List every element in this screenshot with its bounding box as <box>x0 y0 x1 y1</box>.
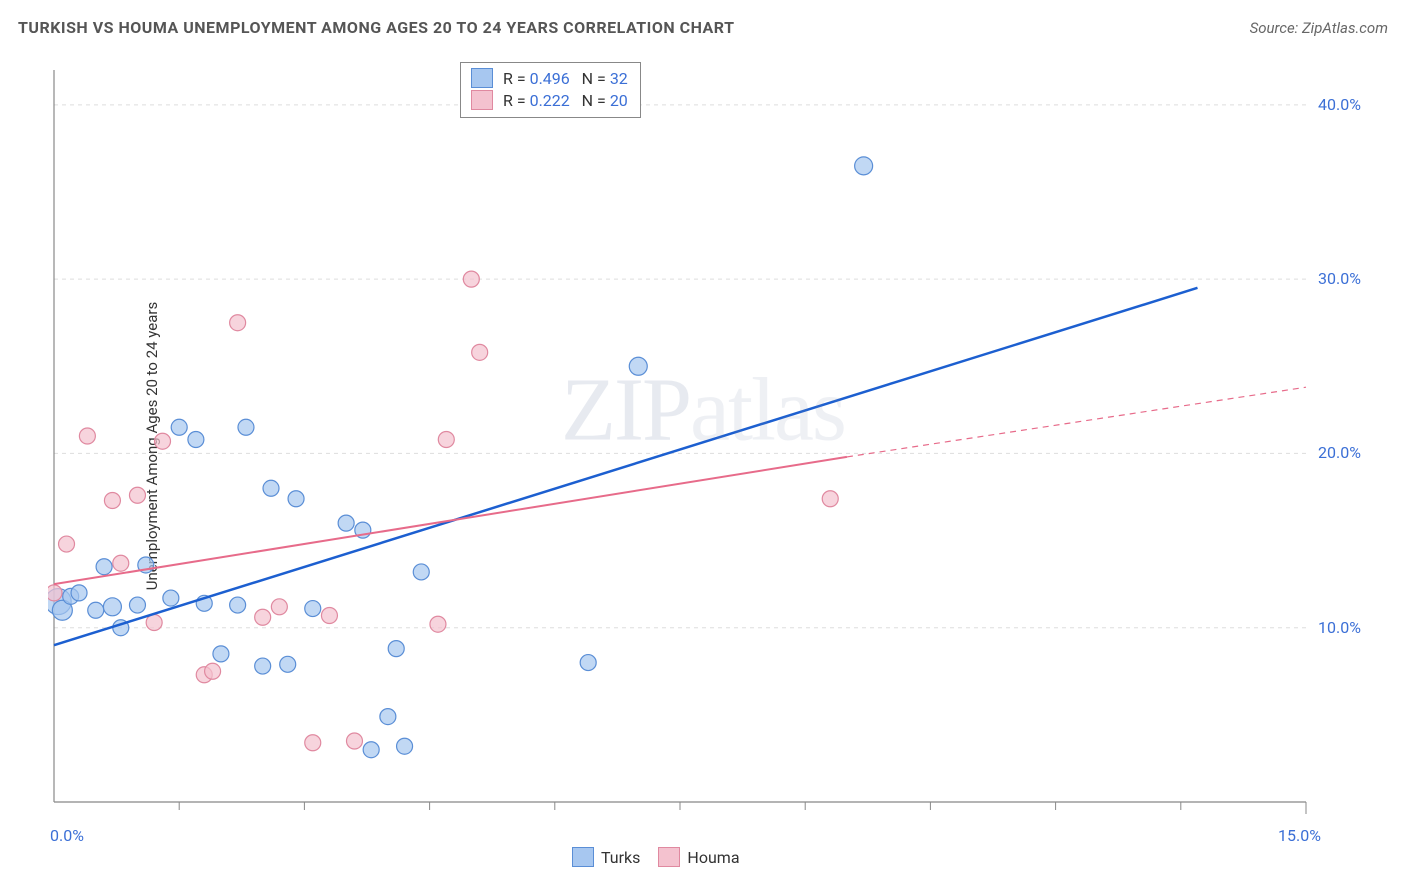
series-legend-item: Houma <box>658 847 739 867</box>
y-tick-label: 30.0% <box>1318 269 1361 288</box>
series-legend: Turks Houma <box>572 847 740 867</box>
x-tick-label: 0.0% <box>50 826 84 845</box>
chart-title: TURKISH VS HOUMA UNEMPLOYMENT AMONG AGES… <box>18 18 735 37</box>
legend-label: Houma <box>687 848 739 867</box>
legend-row: R = 0.222 N = 20 <box>471 89 628 111</box>
x-tick-label: 15.0% <box>1278 826 1321 845</box>
correlation-legend: R = 0.496 N = 32 R = 0.222 N = 20 <box>460 62 641 118</box>
y-tick-label: 40.0% <box>1318 95 1361 114</box>
legend-stat: R = 0.496 N = 32 <box>503 69 628 88</box>
y-tick-label: 20.0% <box>1318 443 1361 462</box>
legend-row: R = 0.496 N = 32 <box>471 67 628 89</box>
legend-swatch <box>471 68 493 88</box>
series-legend-item: Turks <box>572 847 640 867</box>
source-credit: Source: ZipAtlas.com <box>1250 19 1388 37</box>
legend-swatch <box>471 90 493 110</box>
scatter-chart <box>48 60 1386 832</box>
legend-swatch <box>658 847 680 867</box>
legend-swatch <box>572 847 594 867</box>
legend-stat: R = 0.222 N = 20 <box>503 91 628 110</box>
y-tick-label: 10.0% <box>1318 618 1361 637</box>
legend-label: Turks <box>601 848 640 867</box>
chart-area <box>48 60 1386 832</box>
